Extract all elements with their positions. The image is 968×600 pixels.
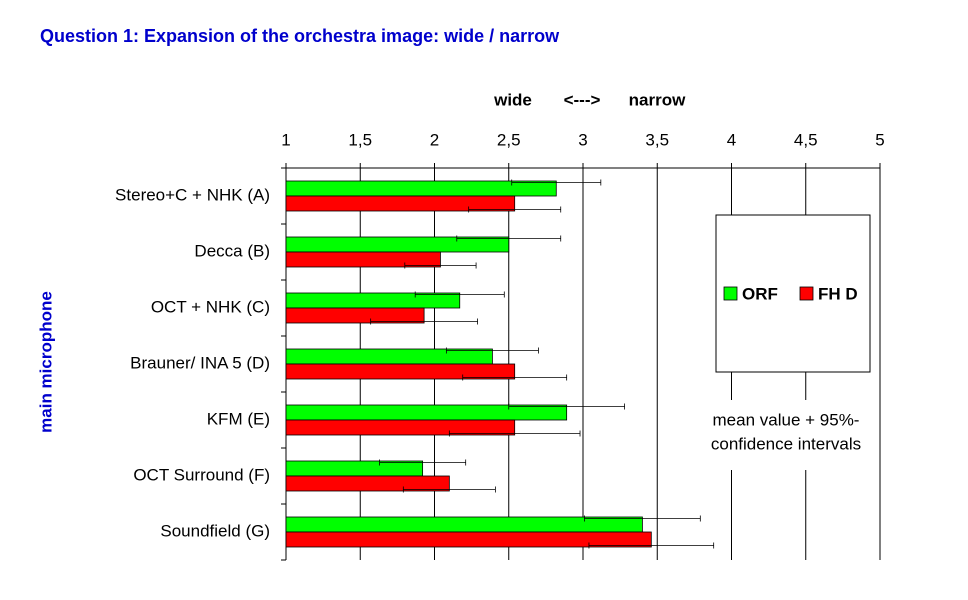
axis-label: wide <box>493 90 532 109</box>
annotation: mean value + 95%- <box>713 410 860 429</box>
legend-label: FH D <box>818 284 858 303</box>
bar <box>285 419 516 436</box>
bar <box>285 292 461 309</box>
bar <box>285 363 516 380</box>
y-tick-label: Stereo+C + NHK (A) <box>115 185 270 204</box>
bar <box>285 460 424 477</box>
y-tick-label: Decca (B) <box>194 241 270 260</box>
y-axis-label: main microphone <box>36 291 55 433</box>
bar <box>285 236 510 253</box>
y-tick-label: OCT Surround (F) <box>133 465 270 484</box>
bar <box>285 404 568 421</box>
x-tick-label: 5 <box>875 130 884 149</box>
x-tick-label: 2,5 <box>497 130 521 149</box>
bar <box>285 195 516 212</box>
y-tick-label: Brauner/ INA 5 (D) <box>130 353 270 372</box>
bar <box>285 251 441 268</box>
bar <box>285 307 425 324</box>
x-tick-label: 4,5 <box>794 130 818 149</box>
annotation: confidence intervals <box>711 434 861 453</box>
x-tick-label: 3,5 <box>645 130 669 149</box>
bars: Stereo+C + NHK (A) Decca (B) OCT + NHK (C)… <box>115 179 715 549</box>
y-tick-label: OCT + NHK (C) <box>151 297 270 316</box>
chart-title: Question 1: Expansion of the orchestra i… <box>40 26 560 46</box>
bar <box>285 531 652 548</box>
axis-label: narrow <box>629 90 686 109</box>
annotation-background <box>696 400 876 470</box>
x-tick-label: 1,5 <box>348 130 372 149</box>
axis-label: <---> <box>564 90 601 109</box>
y-tick-label: KFM (E) <box>207 409 270 428</box>
legend-swatch <box>723 286 738 301</box>
bar <box>285 516 643 533</box>
legend-label: ORF <box>742 284 778 303</box>
legend-swatch <box>799 286 814 301</box>
bar <box>285 180 557 197</box>
bar <box>285 348 493 365</box>
legend-box <box>715 214 871 373</box>
overlay: mean value + 95%- confidence intervals O… <box>696 214 876 470</box>
x-tick-label: 4 <box>727 130 736 149</box>
bar <box>285 475 450 492</box>
x-tick-label: 3 <box>578 130 587 149</box>
x-tick-label: 2 <box>430 130 439 149</box>
y-tick-label: Soundfield (G) <box>160 521 270 540</box>
x-tick-label: 1 <box>281 130 290 149</box>
